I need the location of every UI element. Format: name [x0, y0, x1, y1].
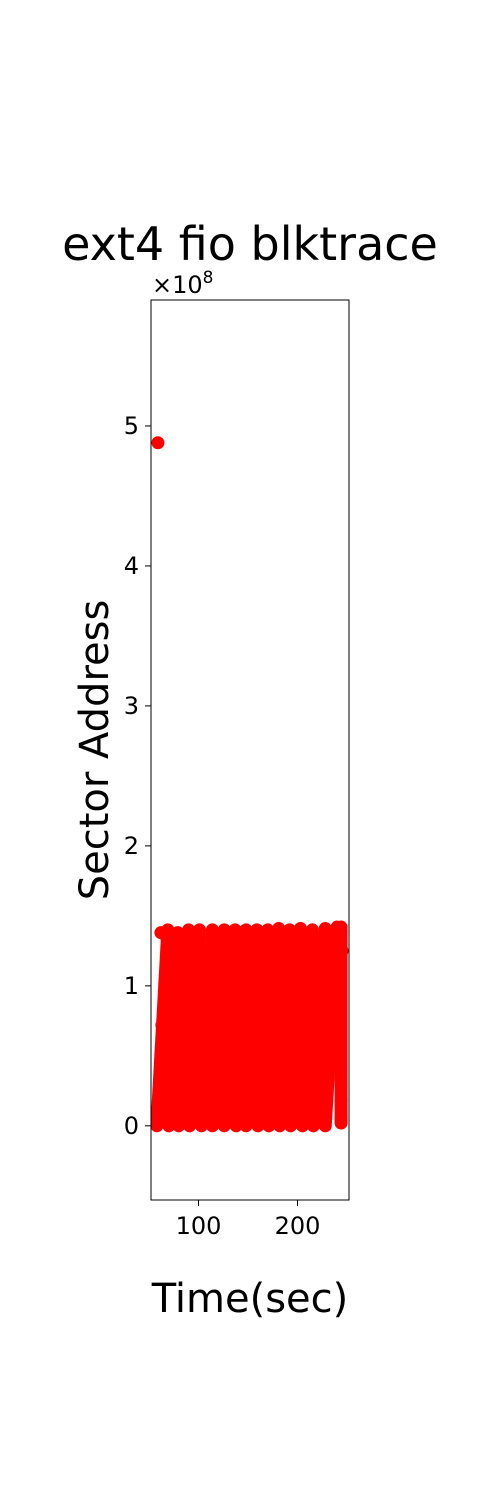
scatter-point	[190, 928, 204, 942]
scatter-point	[275, 1066, 289, 1080]
x-tick-label: 100	[176, 1212, 222, 1240]
scatter-point	[208, 1042, 222, 1056]
scatter-point	[164, 1042, 178, 1056]
scatter-point	[263, 1094, 277, 1108]
y-axis-label: Sector Address	[72, 600, 118, 901]
y-tick-label: 0	[124, 1112, 139, 1140]
scatter-point	[231, 1066, 245, 1080]
scatter-point	[312, 1046, 326, 1060]
scatter-point	[253, 1066, 267, 1080]
y-offset-base: ×10	[152, 271, 203, 299]
scatter-point	[166, 1063, 180, 1077]
scatter-point	[241, 1094, 255, 1108]
y-tick-label: 5	[124, 412, 139, 440]
scatter-point	[334, 1112, 348, 1126]
scatter-point	[310, 1094, 324, 1108]
scatter-point	[243, 1046, 257, 1060]
scatter-point	[334, 1094, 348, 1108]
y-axis: 0 1 2 3 4 5	[124, 412, 151, 1140]
y-offset-label: ×108	[152, 268, 213, 299]
y-tick-label: 3	[124, 692, 139, 720]
scatter-point	[323, 926, 337, 940]
scatter-point	[275, 926, 289, 940]
x-tick-label: 200	[275, 1212, 321, 1240]
scatter-point	[233, 1042, 247, 1056]
outlier-point	[151, 436, 165, 450]
scatter-point	[219, 1063, 233, 1077]
scatter-point	[177, 1070, 191, 1084]
scatter-point	[287, 1046, 301, 1060]
scatter-point	[231, 928, 245, 942]
plot-area	[151, 436, 349, 1133]
scatter-point	[187, 1042, 201, 1056]
scatter-point	[253, 926, 267, 940]
scatter-point	[289, 1094, 303, 1108]
scatter-point	[160, 931, 174, 945]
chart-title: ext4 fio blktrace	[62, 217, 438, 271]
scatter-point	[175, 1046, 189, 1060]
y-tick-label: 4	[124, 552, 139, 580]
scatter-point	[265, 1046, 279, 1060]
scatter-point	[296, 926, 310, 940]
x-axis-label: Time(sec)	[151, 1276, 349, 1322]
scatter-point	[298, 1066, 312, 1080]
scatter-point	[334, 920, 348, 934]
plot-frame	[150, 299, 350, 1201]
y-tick-label: 1	[124, 972, 139, 1000]
scatter-point	[156, 1032, 170, 1046]
scatter-point	[333, 951, 347, 965]
scatter-point	[334, 1063, 348, 1077]
scatter-point	[154, 1056, 168, 1070]
y-tick-label: 2	[124, 832, 139, 860]
scatter-point	[316, 1063, 330, 1077]
scatter-point	[158, 1080, 172, 1094]
scatter-point	[170, 928, 184, 942]
scatter-point	[211, 933, 225, 947]
scatter-point	[300, 1094, 314, 1108]
scatter-point	[197, 1066, 211, 1080]
x-axis: 100 200	[176, 1200, 321, 1240]
y-offset-exponent: 8	[203, 268, 214, 288]
scatter-point	[211, 1094, 225, 1108]
